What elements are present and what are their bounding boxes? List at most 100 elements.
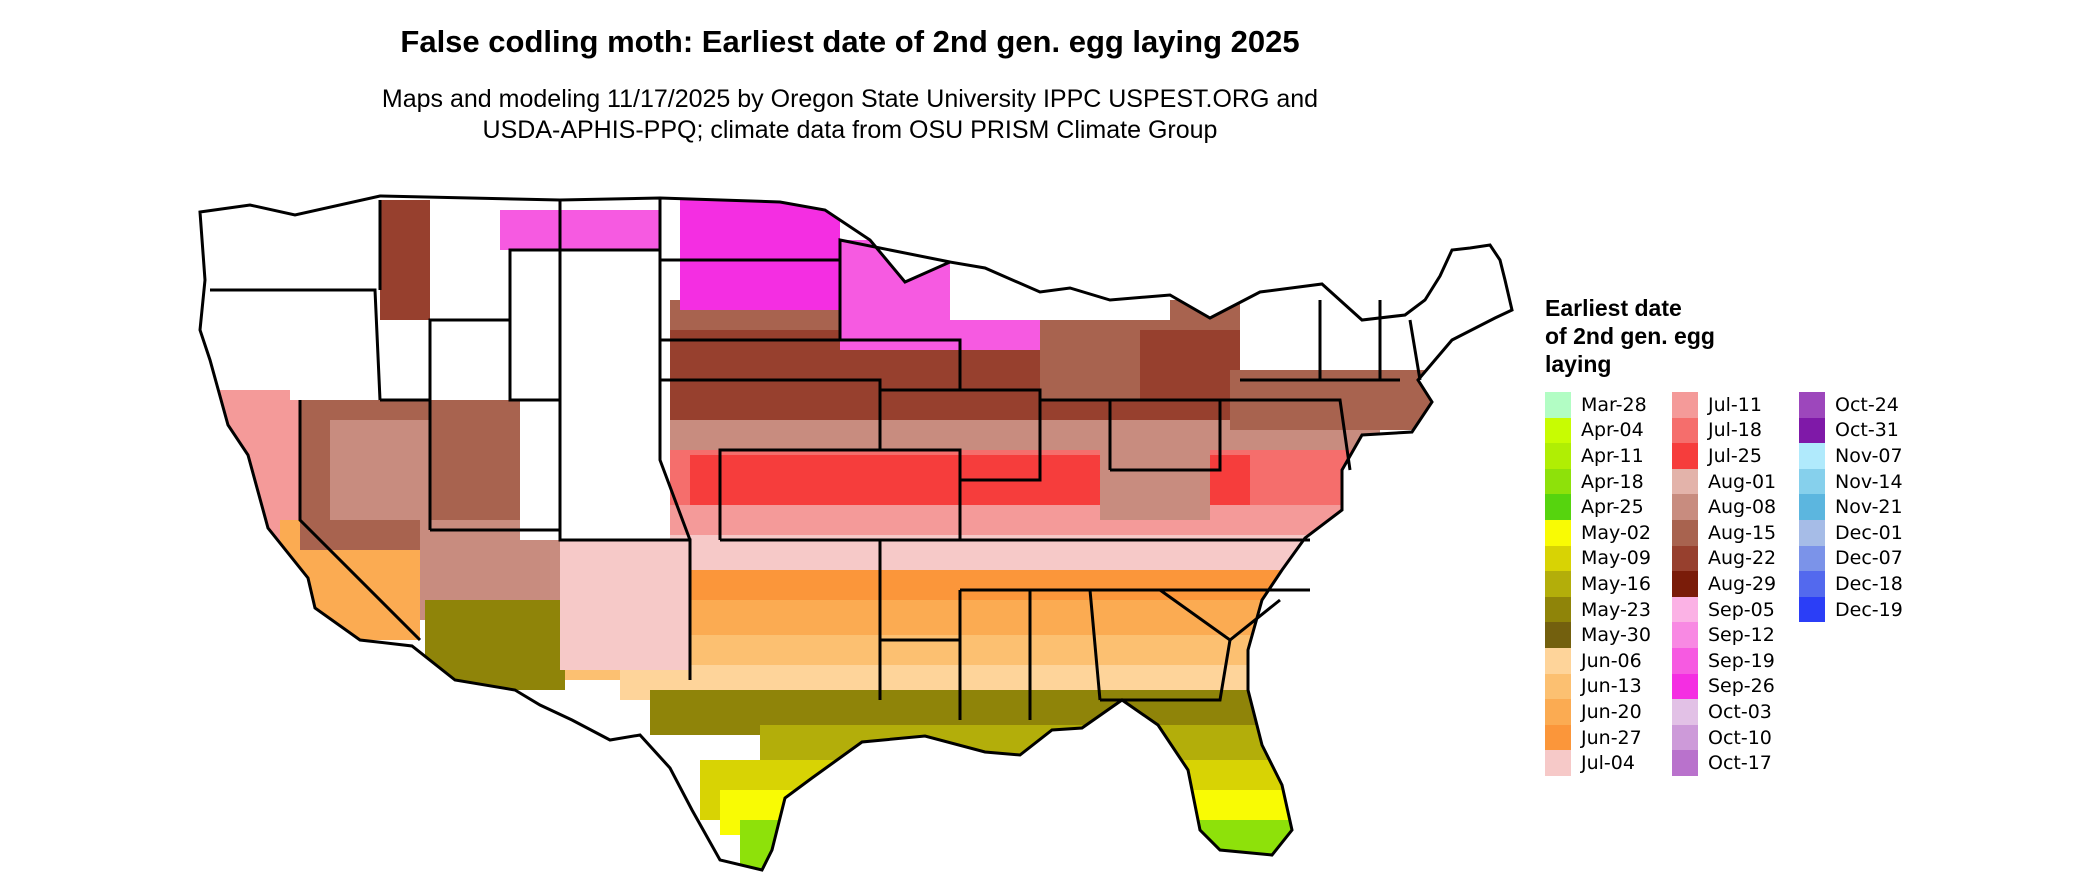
- legend-label: Sep-05: [1708, 598, 1775, 621]
- arizona-desert: [425, 600, 565, 690]
- legend-item: May-30: [1545, 622, 1672, 648]
- legend-item: Nov-07: [1799, 443, 1926, 469]
- legend-label: Sep-12: [1708, 624, 1775, 647]
- legend-label: Apr-25: [1581, 496, 1644, 519]
- legend-item: Jun-20: [1545, 699, 1672, 725]
- legend-column: Oct-24 Oct-31 Nov-07 Nov-14 Nov-21 Dec-01 Dec-…: [1799, 392, 1926, 776]
- legend-swatch: [1672, 468, 1698, 495]
- legend-item: Aug-22: [1672, 545, 1799, 572]
- legend-swatch: [1545, 545, 1571, 572]
- legend-swatch: [1545, 699, 1571, 725]
- legend-title-line-1: Earliest date: [1545, 295, 1682, 321]
- legend-label: Dec-07: [1835, 547, 1903, 570]
- legend-item: Jul-18: [1672, 417, 1799, 444]
- legend-swatch: [1799, 545, 1825, 572]
- legend-item: Sep-05: [1672, 596, 1799, 623]
- legend-item: Dec-01: [1799, 519, 1926, 546]
- legend-item: Oct-17: [1672, 750, 1799, 776]
- legend-label: Aug-08: [1708, 496, 1777, 519]
- legend-item: Apr-18: [1545, 468, 1672, 495]
- legend-swatch: [1545, 622, 1571, 648]
- legend-item: Apr-25: [1545, 494, 1672, 520]
- legend-label: Jul-11: [1708, 393, 1762, 416]
- legend-label: Dec-19: [1835, 598, 1903, 621]
- legend-label: Oct-31: [1835, 419, 1899, 442]
- legend-label: Apr-11: [1581, 444, 1644, 467]
- legend-swatch: [1799, 392, 1825, 418]
- legend-item: Jun-13: [1545, 673, 1672, 700]
- map-title: False codling moth: Earliest date of 2nd…: [400, 24, 1300, 59]
- legend-columns: Mar-28 Apr-04 Apr-11 Apr-18 Apr-25 May-02 May-…: [1545, 392, 1926, 776]
- legend-label: May-02: [1581, 521, 1651, 544]
- north-dakota: [680, 200, 840, 310]
- legend-item: Nov-21: [1799, 494, 1926, 520]
- michigan: [1040, 320, 1140, 400]
- map-color-fill: [200, 196, 1512, 870]
- new-mexico: [560, 540, 690, 670]
- legend-swatch: [1545, 596, 1571, 623]
- legend-label: Mar-28: [1581, 393, 1647, 416]
- legend-item: Sep-12: [1672, 622, 1799, 648]
- legend-swatch: [1545, 519, 1571, 546]
- legend-item: Mar-28: [1545, 392, 1672, 418]
- legend-swatch: [1799, 494, 1825, 520]
- legend-item: Apr-11: [1545, 443, 1672, 469]
- legend-swatch: [1672, 699, 1698, 725]
- legend-label: Aug-01: [1708, 470, 1777, 493]
- legend-item: Dec-19: [1799, 596, 1926, 623]
- legend-item: Sep-26: [1672, 673, 1799, 700]
- legend-item: Dec-18: [1799, 571, 1926, 597]
- legend-item: Aug-15: [1672, 519, 1799, 546]
- legend-label: Oct-10: [1708, 726, 1772, 749]
- legend-label: Oct-03: [1708, 700, 1772, 723]
- legend-item: Aug-08: [1672, 494, 1799, 520]
- legend-label: Apr-04: [1581, 419, 1644, 442]
- legend-swatch: [1545, 724, 1571, 751]
- legend-item: Jul-11: [1672, 392, 1799, 418]
- legend-label: Sep-19: [1708, 649, 1775, 672]
- appalachia: [1100, 440, 1210, 520]
- legend-swatch: [1672, 596, 1698, 623]
- legend-label: Jun-13: [1581, 675, 1642, 698]
- legend-label: May-30: [1581, 624, 1651, 647]
- legend-swatch: [1799, 571, 1825, 597]
- legend-label: May-16: [1581, 572, 1651, 595]
- legend-swatch: [1799, 596, 1825, 623]
- legend-label: Aug-15: [1708, 521, 1777, 544]
- legend-item: Jun-27: [1545, 724, 1672, 751]
- legend-swatch: [1545, 494, 1571, 520]
- map-legend: Earliest date of 2nd gen. egg laying Mar…: [1545, 294, 1926, 776]
- legend-item: Oct-10: [1672, 724, 1799, 751]
- legend-swatch: [1545, 443, 1571, 469]
- legend-label: Nov-14: [1835, 470, 1903, 493]
- legend-label: Apr-18: [1581, 470, 1644, 493]
- legend-label: Nov-07: [1835, 444, 1903, 467]
- legend-item: Nov-14: [1799, 468, 1926, 495]
- legend-title-line-2: of 2nd gen. egg: [1545, 323, 1715, 349]
- legend-item: Jul-04: [1545, 750, 1672, 776]
- legend-swatch: [1545, 468, 1571, 495]
- map-subtitle: Maps and modeling 11/17/2025 by Oregon S…: [0, 84, 1700, 146]
- legend-item: Aug-29: [1672, 571, 1799, 597]
- legend-label: May-23: [1581, 598, 1651, 621]
- legend-swatch: [1799, 468, 1825, 495]
- legend-item: Oct-03: [1672, 699, 1799, 725]
- legend-swatch: [1672, 750, 1698, 776]
- legend-label: Aug-29: [1708, 572, 1777, 595]
- legend-label: Nov-21: [1835, 496, 1903, 519]
- legend-swatch: [1672, 519, 1698, 546]
- legend-swatch: [1672, 647, 1698, 674]
- legend-swatch: [1545, 750, 1571, 776]
- legend-label: Jul-04: [1581, 752, 1635, 775]
- legend-item: Apr-04: [1545, 417, 1672, 444]
- colorado-highlands: [520, 320, 670, 540]
- legend-label: May-09: [1581, 547, 1651, 570]
- legend-item: Jul-25: [1672, 443, 1799, 469]
- legend-swatch: [1672, 724, 1698, 751]
- legend-swatch: [1799, 443, 1825, 469]
- legend-label: Dec-18: [1835, 572, 1903, 595]
- legend-title-line-3: laying: [1545, 351, 1612, 377]
- legend-item: May-16: [1545, 571, 1672, 597]
- legend-label: Jul-18: [1708, 419, 1762, 442]
- us-phenology-map: [198, 194, 1514, 872]
